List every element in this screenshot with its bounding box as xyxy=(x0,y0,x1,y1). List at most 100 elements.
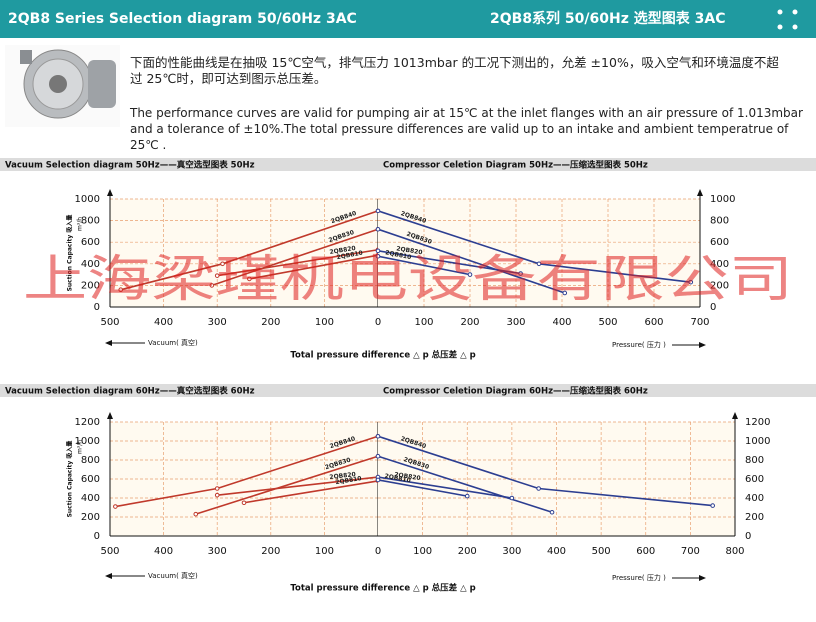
header-title-cn: 2QB8系列 50/60Hz 选型图表 3AC xyxy=(490,10,725,27)
y-tick-label: 1200 xyxy=(75,417,100,428)
data-point xyxy=(375,433,381,439)
y-tick-label: 400 xyxy=(745,493,764,504)
data-point xyxy=(241,500,247,506)
data-point xyxy=(536,486,541,491)
data-point xyxy=(562,290,568,296)
x-tick-label: 400 xyxy=(552,317,571,328)
x-tick-label: 600 xyxy=(636,546,655,557)
plot-area xyxy=(110,199,378,307)
series-line xyxy=(217,476,379,496)
axis-arrow xyxy=(107,412,113,419)
description-en: The performance curves are valid for pum… xyxy=(130,106,803,152)
series-label: 2QB810 xyxy=(384,473,411,485)
x-tick-label: 400 xyxy=(547,546,566,557)
data-point xyxy=(688,279,694,285)
y-tick-label: 0 xyxy=(94,302,100,313)
y-axis-unit: m³/h xyxy=(77,217,84,231)
y-tick-label: 0 xyxy=(745,531,751,542)
data-point xyxy=(375,208,381,214)
y-tick-label: 400 xyxy=(710,259,729,270)
y-tick-label: 800 xyxy=(81,216,100,227)
y-tick-label: 200 xyxy=(745,512,764,523)
series-label: 2QB820 xyxy=(396,245,423,256)
y-tick-label: 400 xyxy=(81,259,100,270)
data-point xyxy=(209,283,215,288)
data-point xyxy=(467,272,473,277)
blower-image xyxy=(5,45,120,127)
x-tick-label: 400 xyxy=(154,546,173,557)
section-title: Vacuum Selection diagram 50Hz——真空选型图表 50… xyxy=(5,160,255,171)
section-title: Vacuum Selection diagram 60Hz——真空选型图表 60… xyxy=(5,386,255,397)
series-line xyxy=(243,480,379,504)
y-tick-label: 1200 xyxy=(745,417,770,428)
x-tick-label: 400 xyxy=(154,317,173,328)
data-point xyxy=(375,477,381,483)
data-point xyxy=(536,261,542,267)
y-axis-unit: m³/h xyxy=(77,440,84,454)
direction-arrowhead xyxy=(699,575,706,581)
x-tick-label: 100 xyxy=(315,546,334,557)
x-tick-label: 0 xyxy=(375,546,381,557)
y-tick-label: 0 xyxy=(710,302,716,313)
series-label: 2QB820 xyxy=(394,471,421,482)
x-tick-label: 800 xyxy=(725,546,744,557)
y-tick-label: 1000 xyxy=(745,436,770,447)
x-tick-label: 200 xyxy=(261,317,280,328)
direction-arrowhead xyxy=(105,573,112,579)
direction-arrowhead xyxy=(699,342,706,348)
direction-arrowhead xyxy=(105,340,112,346)
series-line xyxy=(377,476,512,499)
y-tick-label: 1000 xyxy=(75,194,100,205)
series-line xyxy=(217,248,379,277)
y-tick-label: 0 xyxy=(94,531,100,542)
section-title: Compressor Celetion Diagram 50Hz——压缩选型图表… xyxy=(383,160,648,171)
series-line xyxy=(377,455,553,514)
y-tick-label: 200 xyxy=(81,512,100,523)
x-tick-label: 500 xyxy=(598,317,617,328)
data-point xyxy=(220,261,225,267)
y-tick-label: 800 xyxy=(745,455,764,466)
x-tick-label: 500 xyxy=(100,317,119,328)
axis-arrow xyxy=(732,412,738,419)
data-point xyxy=(214,492,220,498)
series-line xyxy=(377,228,566,294)
x-tick-label: 300 xyxy=(506,317,525,328)
plot-area xyxy=(378,199,700,307)
x-tick-label: 100 xyxy=(315,317,334,328)
series-line xyxy=(377,250,521,275)
x-tick-label: 600 xyxy=(644,317,663,328)
x-tick-label: 300 xyxy=(208,317,227,328)
header-title: 2QB8 Series Selection diagram 50/60Hz 3A… xyxy=(8,11,357,27)
watermark: 上海梁瑾机电设备有限公司 xyxy=(23,250,793,308)
description-cn: 下面的性能曲线是在抽吸 15℃空气，排气压力 1013mbar 的工况下测出的，… xyxy=(130,55,779,86)
axis-arrow xyxy=(697,189,703,196)
direction-label: Vacuum( 真空) xyxy=(148,338,198,347)
series-line xyxy=(249,254,379,280)
data-point xyxy=(193,511,199,517)
section-bar xyxy=(0,158,816,171)
y-tick-label: 600 xyxy=(81,474,100,485)
x-tick-label: 300 xyxy=(208,546,227,557)
series-line xyxy=(195,455,379,515)
y-tick-label: 400 xyxy=(81,493,100,504)
series-label: 2QB820 xyxy=(329,245,356,256)
series-line xyxy=(377,479,468,497)
direction-label: Pressure( 压力 ) xyxy=(612,340,666,349)
y-tick-label: 800 xyxy=(81,455,100,466)
x-tick-label: 300 xyxy=(502,546,521,557)
data-point xyxy=(118,287,124,293)
y-tick-label: 200 xyxy=(81,280,100,291)
data-point xyxy=(549,509,555,515)
y-tick-label: 600 xyxy=(81,237,100,248)
data-point xyxy=(375,226,381,232)
data-point xyxy=(464,493,470,499)
x-tick-label: 500 xyxy=(592,546,611,557)
data-point xyxy=(509,495,515,501)
series-label: 2QB810 xyxy=(335,475,362,486)
y-tick-label: 800 xyxy=(710,216,729,227)
data-point xyxy=(214,486,220,491)
y-tick-label: 200 xyxy=(710,280,729,291)
series-line xyxy=(211,228,379,287)
series-line xyxy=(377,255,471,276)
